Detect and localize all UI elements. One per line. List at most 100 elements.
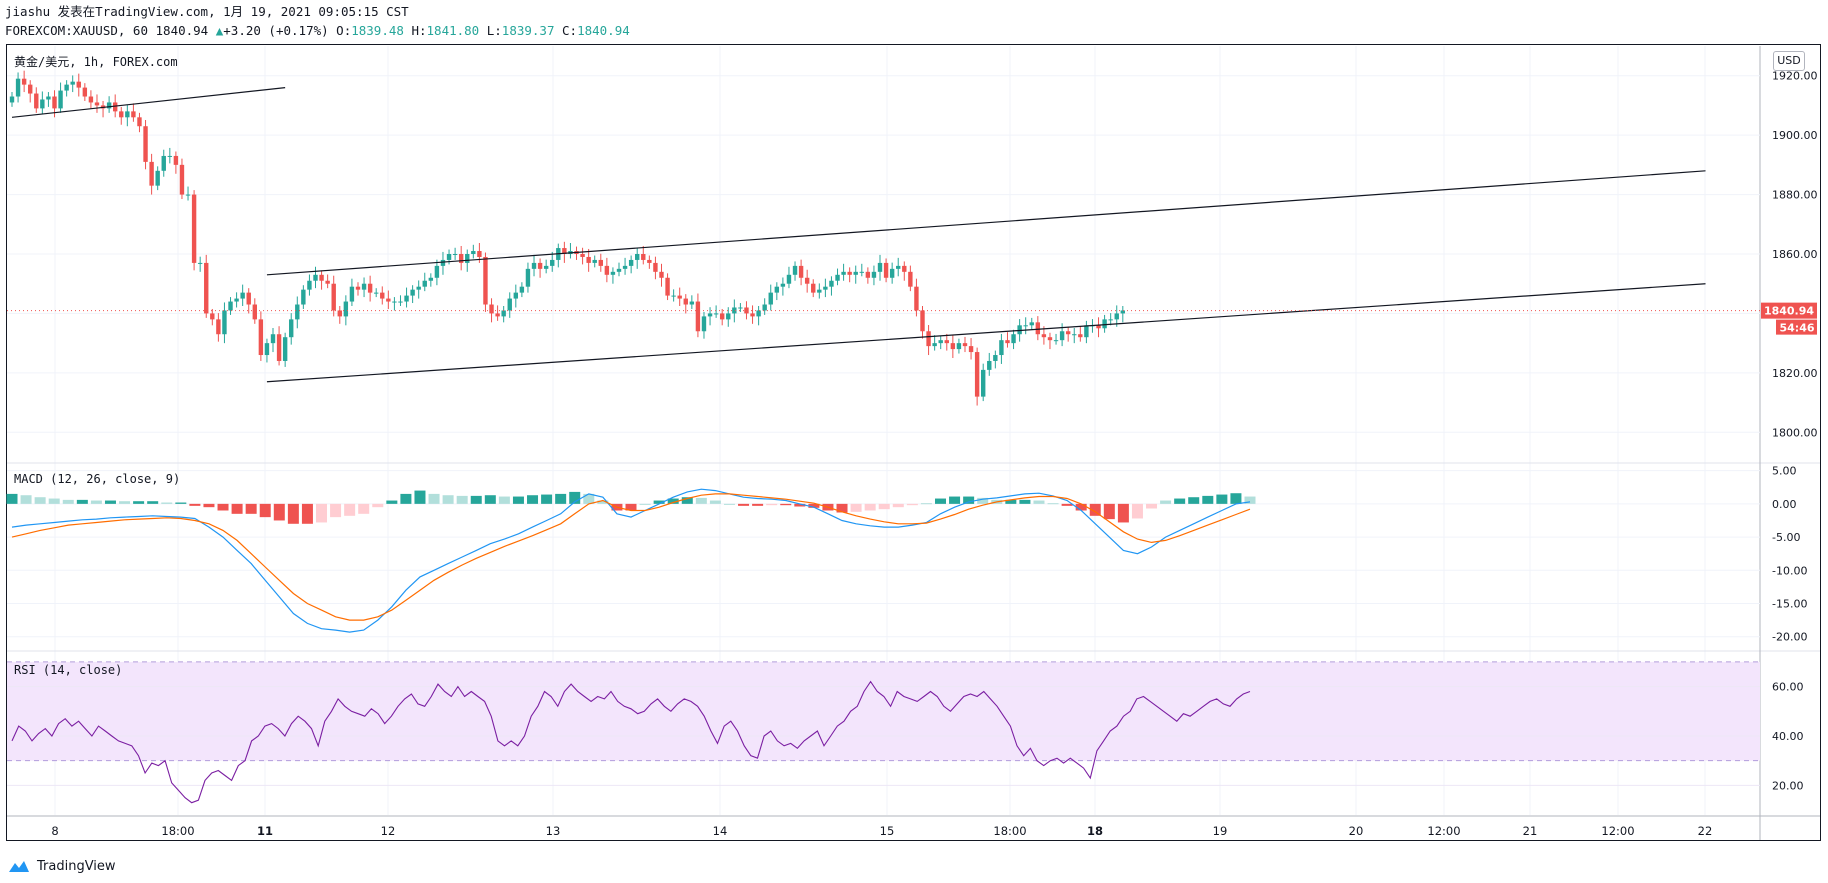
candle (519, 286, 525, 293)
time-tick-label: 13 (546, 824, 561, 838)
candle (52, 96, 57, 109)
price-tick-label: 1900.00 (1772, 129, 1818, 142)
candle (185, 194, 191, 196)
symbol-name: FOREXCOM:XAUUSD, 60 (5, 23, 148, 38)
candle (483, 256, 488, 305)
macd-histogram-bar (428, 493, 440, 504)
macd-tick-label: -20.00 (1772, 631, 1807, 644)
time-tick-label: 12:00 (1427, 824, 1460, 838)
macd-histogram-bar (330, 503, 342, 518)
rsi-tick-label: 60.00 (1772, 681, 1804, 694)
candle (622, 265, 628, 269)
macd-pane-title: MACD (12, 26, close, 9) (14, 472, 181, 486)
candle (853, 271, 858, 275)
macd-histogram-bar (625, 503, 637, 511)
candle (325, 280, 330, 284)
price-tick-label: 1880.00 (1772, 189, 1818, 202)
candle (386, 298, 391, 302)
candle (46, 96, 51, 100)
candle (155, 170, 160, 186)
candle (1084, 325, 1089, 338)
macd-histogram-bar (1131, 503, 1143, 519)
candle (792, 265, 798, 275)
candle (896, 265, 901, 269)
candle (307, 280, 312, 290)
macd-histogram-bar (400, 493, 412, 504)
countdown-label: 54:46 (1779, 322, 1814, 335)
candle (477, 251, 482, 257)
candle (780, 283, 786, 287)
macd-histogram-bar (766, 503, 778, 506)
candle (15, 78, 21, 97)
candle (1102, 319, 1107, 329)
candle (428, 277, 434, 281)
macd-histogram-bar (189, 503, 201, 506)
trendline (266, 283, 1706, 383)
time-tick-label: 12:00 (1601, 824, 1634, 838)
close-label: C: (562, 23, 578, 38)
time-tick-label: 18:00 (161, 824, 194, 838)
candle (768, 292, 773, 305)
currency-badge[interactable]: USD (1773, 51, 1805, 71)
last-price: 1840.94 (155, 23, 209, 38)
candle (774, 286, 780, 293)
macd-histogram-bar (723, 503, 735, 505)
candle (543, 265, 549, 269)
candle (228, 301, 233, 311)
macd-histogram-bar (259, 503, 271, 518)
macd-tick-label: -10.00 (1772, 564, 1807, 577)
candle (264, 343, 270, 356)
candle (756, 310, 761, 317)
macd-tick-label: -15.00 (1772, 598, 1807, 611)
candle (665, 277, 670, 296)
candle (914, 286, 919, 311)
candle (993, 355, 998, 361)
candle (987, 360, 992, 370)
chart-frame (6, 44, 1821, 841)
candle (367, 283, 373, 293)
candle (762, 304, 767, 311)
candle (701, 316, 707, 332)
open-value: 1839.48 (351, 23, 404, 38)
candle (823, 286, 828, 290)
macd-histogram-bar (386, 500, 398, 504)
candle (319, 274, 324, 281)
time-tick-label: 12 (381, 824, 396, 838)
candle (999, 340, 1004, 356)
candle (956, 343, 962, 350)
candle (301, 289, 306, 305)
macd-histogram-bar (555, 493, 567, 504)
macd-histogram-bar (1103, 503, 1115, 520)
macd-histogram-bar (906, 503, 918, 506)
macd-histogram-bar (963, 496, 975, 504)
macd-histogram-bar (878, 503, 890, 510)
candle (981, 369, 986, 397)
candle (659, 271, 664, 278)
macd-histogram-bar (20, 495, 32, 504)
macd-histogram-bar (752, 503, 764, 506)
macd-histogram-bar (1019, 499, 1031, 504)
macd-histogram-bar (667, 498, 679, 504)
candle (683, 298, 688, 305)
macd-histogram-bar (639, 503, 651, 505)
candle (276, 334, 282, 361)
macd-histogram-bar (90, 500, 102, 504)
candle (847, 271, 852, 275)
last-price-label: 1840.94 (1764, 305, 1814, 318)
macd-histogram-bar (316, 503, 327, 523)
high-label: H: (411, 23, 427, 38)
candle (707, 313, 713, 317)
tradingview-logo-icon (9, 861, 29, 872)
macd-histogram-bar (48, 498, 60, 504)
price-tick-label: 1920.00 (1772, 70, 1818, 83)
candle (732, 307, 737, 314)
candle (671, 295, 676, 297)
candle (580, 254, 585, 257)
time-tick-label: 11 (257, 824, 273, 838)
candle (434, 265, 440, 278)
macd-histogram-bar (1230, 493, 1242, 504)
candle (695, 301, 701, 332)
macd-histogram-bar (104, 500, 116, 504)
macd-histogram-bar (301, 503, 313, 524)
